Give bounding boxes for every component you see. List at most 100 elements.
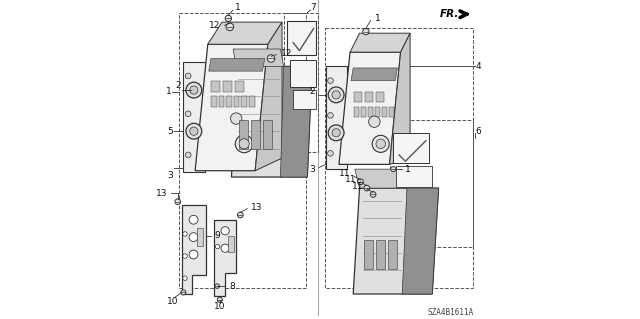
Text: 1: 1 (375, 14, 381, 23)
Bar (239, 120, 248, 149)
Polygon shape (390, 33, 410, 164)
Polygon shape (211, 81, 220, 92)
Text: 3: 3 (167, 171, 173, 180)
Circle shape (372, 135, 389, 152)
Bar (324, 28, 474, 288)
Circle shape (363, 28, 369, 35)
Bar (388, 240, 397, 269)
Polygon shape (233, 49, 284, 66)
Text: 2: 2 (310, 87, 316, 96)
Polygon shape (393, 133, 429, 163)
Polygon shape (232, 66, 312, 177)
Circle shape (186, 82, 202, 98)
Polygon shape (280, 66, 312, 177)
Polygon shape (211, 96, 216, 108)
Polygon shape (208, 22, 282, 44)
Polygon shape (353, 188, 438, 294)
Circle shape (215, 284, 220, 288)
Circle shape (328, 151, 333, 156)
Circle shape (369, 116, 380, 127)
Circle shape (225, 15, 232, 21)
Polygon shape (214, 220, 236, 296)
Polygon shape (226, 96, 232, 108)
Circle shape (364, 185, 370, 191)
Polygon shape (287, 20, 316, 55)
Bar (252, 120, 260, 149)
Bar (179, 13, 306, 288)
Polygon shape (382, 108, 387, 117)
Circle shape (186, 152, 191, 158)
Polygon shape (389, 108, 394, 117)
Bar (197, 228, 203, 246)
Polygon shape (361, 108, 366, 117)
Polygon shape (339, 52, 401, 164)
Circle shape (189, 215, 198, 224)
Circle shape (237, 212, 243, 218)
Text: 10: 10 (214, 302, 225, 311)
Polygon shape (365, 92, 373, 102)
Text: 8: 8 (229, 282, 235, 291)
Bar (376, 240, 385, 269)
Polygon shape (354, 92, 362, 102)
Circle shape (328, 78, 333, 84)
Bar (390, 120, 474, 247)
Text: FR.: FR. (440, 9, 459, 19)
Text: 1: 1 (405, 165, 411, 174)
Circle shape (328, 125, 344, 141)
Text: 1: 1 (166, 87, 172, 96)
Text: 5: 5 (167, 127, 173, 136)
Circle shape (221, 244, 229, 252)
Polygon shape (375, 108, 380, 117)
Circle shape (189, 127, 198, 135)
Text: 2: 2 (175, 81, 181, 90)
Circle shape (183, 276, 188, 280)
Text: 13: 13 (156, 189, 168, 198)
Circle shape (189, 233, 198, 241)
Circle shape (175, 199, 180, 204)
Polygon shape (235, 81, 244, 92)
Circle shape (189, 250, 198, 259)
Polygon shape (249, 96, 255, 108)
Polygon shape (223, 81, 232, 92)
Circle shape (391, 167, 396, 172)
Circle shape (239, 139, 249, 149)
Text: 6: 6 (476, 127, 482, 136)
Text: 3: 3 (310, 165, 316, 174)
Circle shape (181, 290, 186, 295)
Circle shape (183, 254, 188, 258)
Circle shape (371, 192, 376, 197)
Polygon shape (209, 58, 265, 71)
Polygon shape (396, 166, 432, 187)
Text: 11: 11 (339, 169, 350, 178)
Circle shape (268, 55, 275, 62)
Circle shape (230, 113, 242, 124)
Text: 10: 10 (167, 297, 179, 307)
Polygon shape (368, 108, 373, 117)
Circle shape (186, 73, 191, 79)
Circle shape (376, 139, 385, 149)
Text: 11: 11 (351, 182, 363, 191)
Polygon shape (195, 44, 268, 171)
Circle shape (226, 23, 234, 31)
Circle shape (217, 297, 222, 302)
Text: 1: 1 (235, 4, 241, 12)
Text: 9: 9 (214, 231, 220, 240)
Polygon shape (255, 22, 282, 171)
Text: 11: 11 (345, 175, 356, 184)
Polygon shape (234, 96, 239, 108)
Polygon shape (376, 92, 384, 102)
Circle shape (186, 123, 202, 139)
Polygon shape (326, 66, 347, 169)
Circle shape (189, 86, 198, 94)
Bar (264, 120, 272, 149)
Circle shape (332, 129, 340, 137)
Polygon shape (350, 33, 410, 52)
Polygon shape (354, 108, 359, 117)
Polygon shape (182, 205, 205, 294)
Circle shape (215, 244, 220, 249)
Polygon shape (351, 68, 397, 81)
Polygon shape (293, 90, 316, 109)
Circle shape (358, 179, 364, 185)
Text: 12: 12 (280, 49, 292, 58)
Polygon shape (290, 60, 316, 87)
